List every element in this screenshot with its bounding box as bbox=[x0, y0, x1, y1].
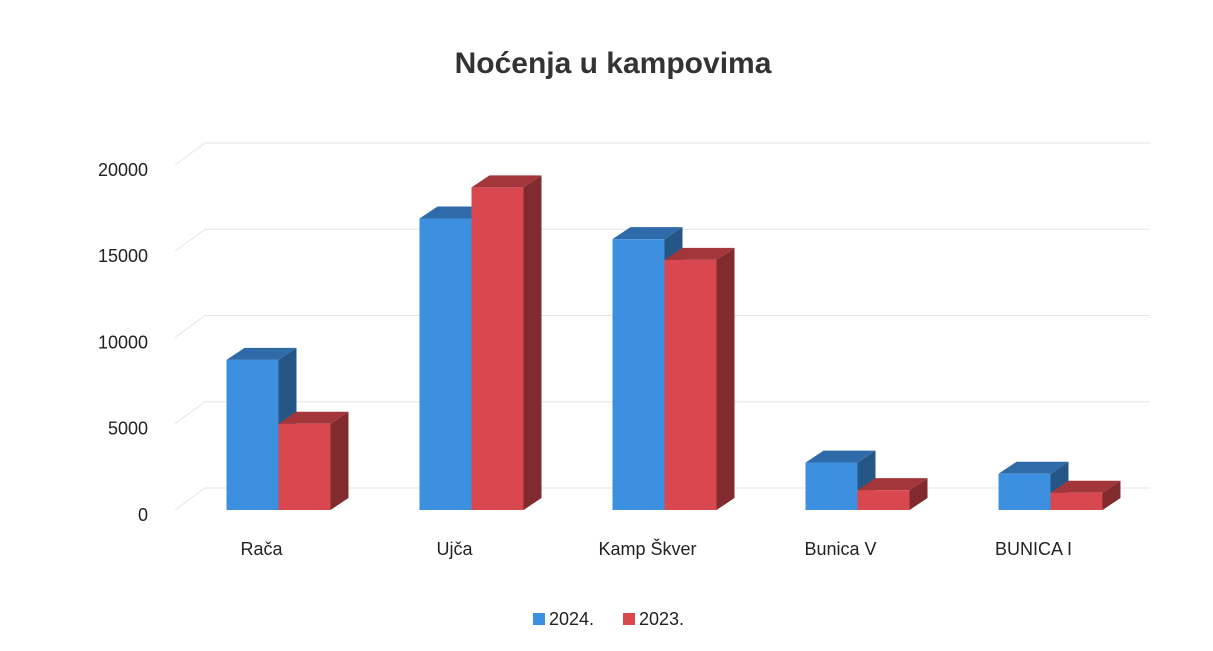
y-tick-label: 10000 bbox=[98, 332, 148, 352]
x-tick-label: Kamp Škver bbox=[598, 538, 696, 559]
grid-line bbox=[174, 142, 1150, 166]
x-tick-label: Bunica V bbox=[804, 539, 876, 559]
grid-line bbox=[174, 228, 1150, 252]
y-tick-label: 20000 bbox=[98, 160, 148, 180]
legend-label: 2024. bbox=[549, 609, 594, 629]
bar-top bbox=[857, 478, 928, 491]
bar bbox=[664, 247, 735, 510]
bar-front bbox=[226, 359, 279, 510]
bar-front bbox=[998, 473, 1051, 510]
bar-top bbox=[1050, 480, 1121, 493]
legend-swatch bbox=[533, 613, 545, 625]
bar-front bbox=[612, 239, 665, 511]
bar-front bbox=[857, 490, 910, 510]
bar-top bbox=[471, 175, 542, 188]
legend-label: 2023. bbox=[639, 609, 684, 629]
bar-front bbox=[278, 423, 331, 510]
bar bbox=[278, 411, 349, 510]
bar bbox=[998, 461, 1069, 510]
bar-side bbox=[909, 478, 928, 510]
bar-top bbox=[998, 461, 1069, 474]
bar-front bbox=[471, 187, 524, 511]
bar bbox=[857, 478, 928, 510]
bar-front bbox=[1050, 492, 1103, 510]
bar bbox=[1050, 480, 1121, 510]
bar-front bbox=[664, 259, 717, 510]
bar bbox=[471, 175, 542, 511]
bar-top bbox=[612, 227, 683, 240]
bar-top bbox=[664, 247, 735, 260]
grid-line bbox=[174, 401, 1150, 425]
y-tick-label: 5000 bbox=[108, 419, 148, 439]
bar-side bbox=[1102, 480, 1121, 510]
grid-line bbox=[174, 315, 1150, 338]
y-tick-label: 0 bbox=[138, 505, 148, 525]
bar-top bbox=[278, 411, 349, 424]
x-tick-label: Ujča bbox=[436, 539, 473, 559]
bar-front bbox=[805, 462, 858, 510]
bar-side bbox=[716, 247, 735, 510]
bar-top bbox=[226, 347, 297, 360]
legend-swatch bbox=[623, 613, 635, 625]
x-tick-label: BUNICA I bbox=[995, 539, 1072, 559]
bar-side bbox=[330, 411, 349, 510]
y-tick-label: 15000 bbox=[98, 246, 148, 266]
bar-side bbox=[523, 175, 542, 511]
bar-top bbox=[805, 450, 876, 463]
bar-front bbox=[419, 218, 472, 510]
x-tick-label: Rača bbox=[240, 539, 283, 559]
chart-title: Noćenja u kampovima bbox=[455, 47, 772, 80]
